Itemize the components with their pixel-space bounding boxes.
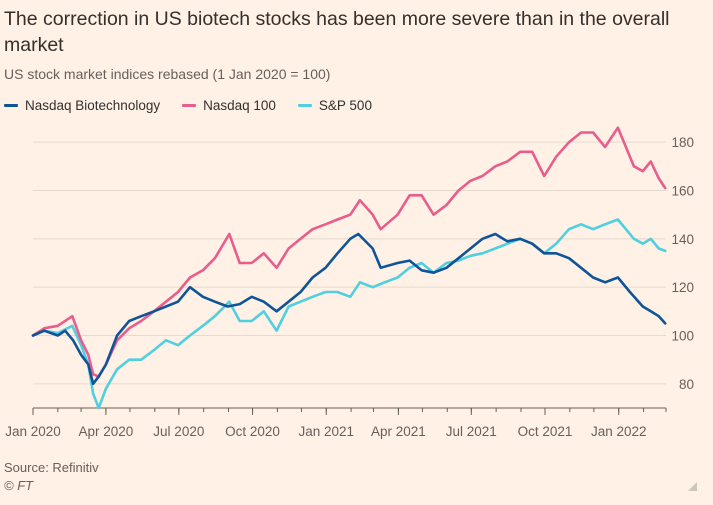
y-tick-label: 120 <box>671 280 694 295</box>
x-tick-label: Jan 2020 <box>5 424 61 439</box>
series-line-nasdaq-biotechnology <box>31 232 667 386</box>
legend-item-sp-500: S&P 500 <box>297 98 372 113</box>
series-line-nasdaq-100 <box>31 126 667 378</box>
y-tick-label: 100 <box>671 329 694 344</box>
x-tick-label: Apr 2021 <box>371 424 426 439</box>
ft-credit: © FT <box>4 478 34 493</box>
y-tick-label: 160 <box>671 184 694 199</box>
series-line-sp-500 <box>31 218 667 410</box>
y-tick-label: 140 <box>671 232 694 247</box>
legend-item-nasdaq-biotechnology: Nasdaq Biotechnology <box>4 98 160 113</box>
x-tick-label: Apr 2020 <box>79 424 134 439</box>
legend-label-sp-500: S&P 500 <box>318 98 372 113</box>
y-tick-label: 180 <box>671 135 694 150</box>
line-chart: 80 100 120 140 160 180 Jan 2020 Apr 2020 Jul 202… <box>5 126 694 439</box>
chart-subtitle: US stock market indices rebased (1 Jan 2… <box>4 66 331 82</box>
x-tick-label: Jan 2022 <box>591 424 647 439</box>
x-tick-label: Oct 2020 <box>225 424 280 439</box>
legend-swatch-nasdaq-biotechnology <box>4 104 18 107</box>
x-tick-label: Jul 2020 <box>153 424 204 439</box>
resize-handle-icon[interactable] <box>688 482 697 491</box>
legend-label-nasdaq-100: Nasdaq 100 <box>203 98 276 113</box>
legend-item-nasdaq-100: Nasdaq 100 <box>182 98 276 113</box>
y-tick-label: 80 <box>679 377 694 392</box>
legend-label-nasdaq-biotechnology: Nasdaq Biotechnology <box>25 98 161 113</box>
legend-swatch-nasdaq-100 <box>182 104 197 107</box>
chart-title: The correction in US biotech stocks has … <box>4 8 670 56</box>
x-tick-label: Jan 2021 <box>298 424 354 439</box>
legend: Nasdaq Biotechnology Nasdaq 100 S&P 500 <box>4 98 372 113</box>
x-tick-label: Jul 2021 <box>446 424 497 439</box>
legend-swatch-sp-500 <box>297 104 312 107</box>
source-note: Source: Refinitiv <box>4 460 99 475</box>
x-tick-label: Oct 2021 <box>518 424 573 439</box>
